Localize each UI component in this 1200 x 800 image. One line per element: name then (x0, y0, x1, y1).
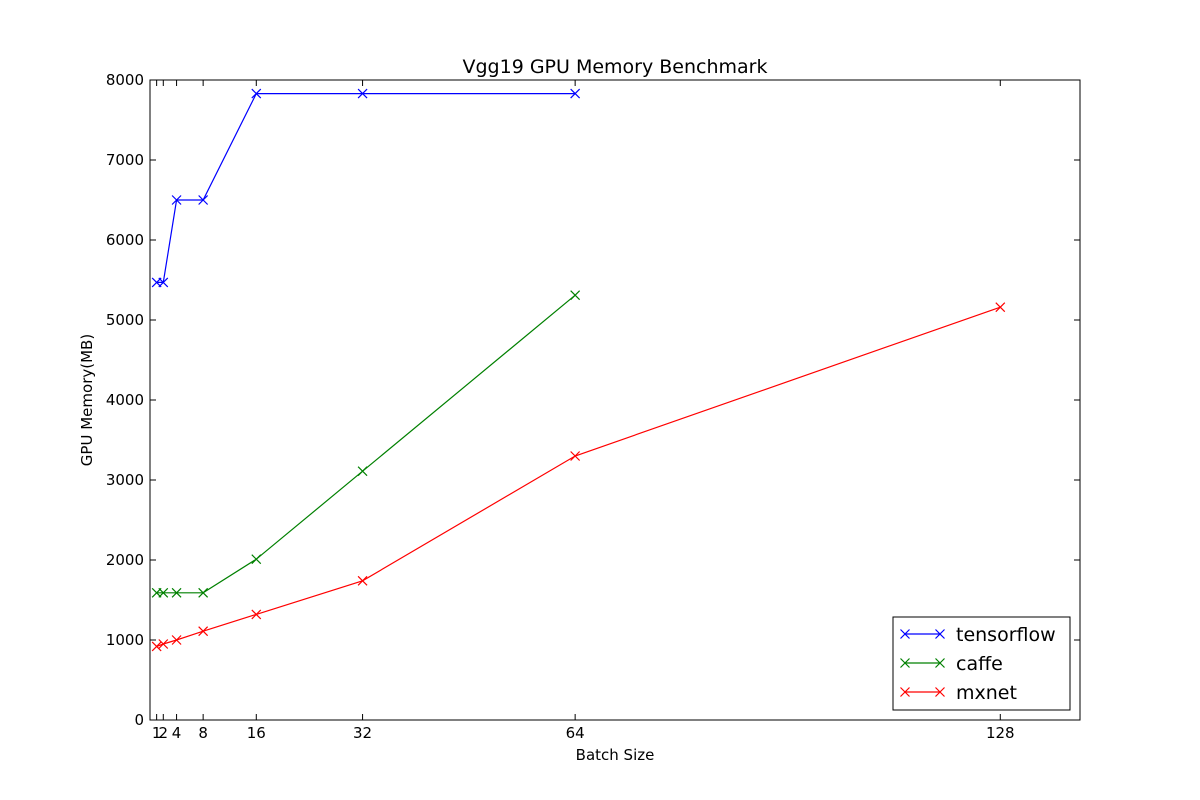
data-point-caffe (171, 587, 182, 598)
data-point-tensorflow (171, 195, 182, 205)
data-point-mxnet (158, 639, 169, 649)
series-mxnet (151, 302, 1006, 652)
data-point-tensorflow (570, 88, 581, 99)
data-point-caffe (570, 290, 581, 301)
data-point-tensorflow (251, 88, 262, 99)
x-tick-label: 128 (986, 724, 1015, 742)
data-point-caffe (251, 554, 262, 565)
series-layer (151, 88, 1006, 652)
data-point-caffe (198, 587, 209, 598)
legend-marker-mxnet (900, 687, 910, 697)
series-line-mxnet (156, 306, 1001, 647)
x-tick-label: 32 (353, 724, 372, 742)
y-tick-label: 7000 (106, 151, 144, 169)
x-tick-label: 16 (247, 724, 266, 742)
series-tensorflow (151, 88, 581, 288)
data-point-mxnet (151, 641, 162, 652)
x-tick-label: 1 (152, 724, 162, 742)
legend-marker-tensorflow (935, 629, 945, 639)
data-point-tensorflow (357, 88, 368, 99)
data-point-mxnet (357, 575, 368, 586)
data-point-tensorflow (158, 277, 169, 288)
series-caffe (151, 290, 581, 598)
y-tick-label: 5000 (106, 311, 144, 329)
x-tick-label: 2 (159, 724, 169, 742)
x-tick-label: 4 (172, 724, 182, 742)
chart-title: Vgg19 GPU Memory Benchmark (463, 56, 768, 78)
y-tick-label: 8000 (106, 71, 144, 89)
data-point-mxnet (198, 626, 209, 637)
y-tick-label: 6000 (106, 231, 144, 249)
x-axis: 12 4 8 16 32 64 128 (152, 80, 1015, 742)
data-point-mxnet (995, 302, 1006, 313)
y-tick-label: 3000 (106, 471, 144, 489)
x-tick-label: 8 (198, 724, 208, 742)
data-point-mxnet (171, 635, 182, 645)
x-tick-label: 64 (566, 724, 585, 742)
legend-label-tensorflow: tensorflow (956, 624, 1056, 646)
data-point-caffe (357, 466, 368, 477)
y-tick-label: 1000 (106, 631, 144, 649)
legend-marker-caffe (935, 658, 945, 668)
data-point-mxnet (570, 451, 581, 461)
legend-label-caffe: caffe (956, 653, 1003, 675)
legend-marker-mxnet (935, 687, 945, 697)
legend-marker-tensorflow (900, 629, 910, 639)
y-axis: 0 1000 2000 3000 4000 5000 6000 7000 8000 (106, 71, 1080, 729)
y-tick-label: 4000 (106, 391, 144, 409)
data-point-tensorflow (198, 195, 209, 205)
y-tick-label: 2000 (106, 551, 144, 569)
y-tick-label: 0 (134, 711, 144, 729)
legend-label-mxnet: mxnet (956, 682, 1017, 704)
data-point-caffe (158, 587, 169, 598)
legend: tensorflow caffe mxnet (892, 616, 1071, 711)
data-point-mxnet (251, 609, 262, 620)
y-axis-label: GPU Memory(MB) (78, 334, 96, 466)
legend-marker-caffe (900, 658, 910, 668)
x-axis-label: Batch Size (576, 746, 655, 764)
